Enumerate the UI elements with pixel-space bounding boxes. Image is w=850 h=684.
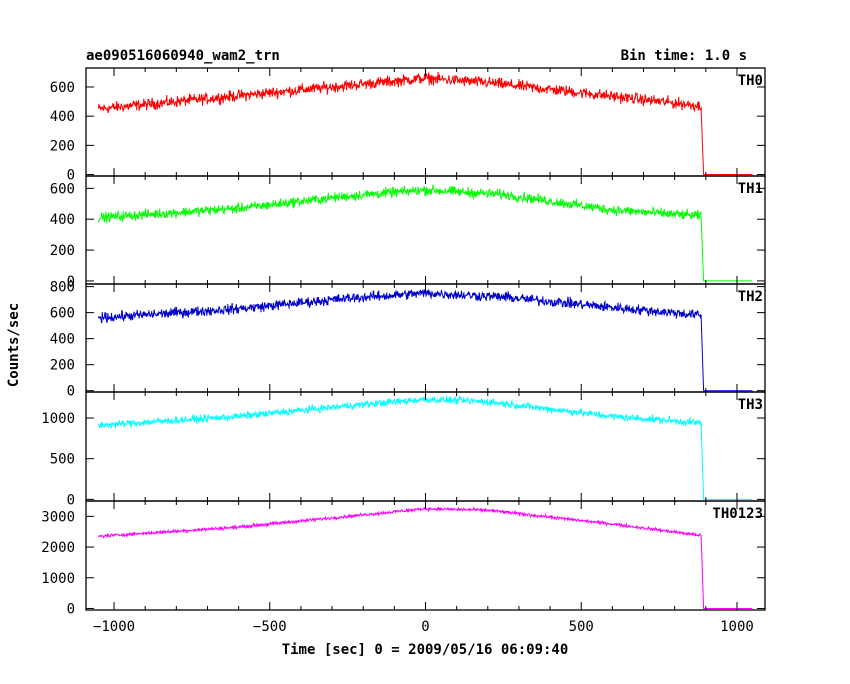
panel-th2: 0 200 400 600 800 TH2 xyxy=(50,280,766,400)
panel-th0123: 0 1000 2000 3000 TH0123 xyxy=(41,500,766,617)
y-tick-label: 0 xyxy=(67,492,75,508)
series-line-th2 xyxy=(98,288,753,392)
y-tick-label: 0 xyxy=(67,601,75,617)
y-tick-label: 400 xyxy=(50,212,75,228)
panels-group: 0 200 400 600 TH0 0 200 400 600 TH1 0 200 400 600 800 T… xyxy=(41,67,766,635)
y-tick-label: 800 xyxy=(50,280,75,296)
y-tick-label: 600 xyxy=(50,80,75,96)
panel-label: TH1 xyxy=(738,181,763,197)
panel-frame xyxy=(85,283,766,393)
y-tick-label: 200 xyxy=(50,138,75,154)
y-axis-label: Counts/sec xyxy=(6,303,22,387)
y-tick-label: 600 xyxy=(50,181,75,197)
y-tick-label: 0 xyxy=(67,274,75,290)
bin-time-label: Bin time: 1.0 s xyxy=(621,48,747,64)
x-axis-label: Time [sec] 0 = 2009/05/16 06:09:40 xyxy=(282,642,569,658)
panel-th0: 0 200 400 600 TH0 xyxy=(50,67,766,184)
x-tick-label: −1000 xyxy=(93,619,135,635)
x-tick-label: 500 xyxy=(569,619,594,635)
y-tick-label: 1000 xyxy=(41,571,75,587)
series-line-th3 xyxy=(98,395,753,500)
y-tick-label: 0 xyxy=(67,384,75,400)
panel-label: TH0123 xyxy=(712,506,763,522)
panel-th1: 0 200 400 600 TH1 xyxy=(50,175,766,290)
chart-title: ae090516060940_wam2_trn xyxy=(86,48,280,64)
y-tick-label: 2000 xyxy=(41,540,75,556)
y-tick-label: 1000 xyxy=(41,411,75,427)
y-tick-label: 3000 xyxy=(41,509,75,525)
panel-label: TH3 xyxy=(738,397,763,413)
x-tick-label: 1000 xyxy=(720,619,754,635)
x-tick-label: 0 xyxy=(421,619,429,635)
panel-label: TH0 xyxy=(738,73,763,89)
y-tick-label: 0 xyxy=(67,168,75,184)
series-line-th0123 xyxy=(98,505,753,609)
x-tick-label: −500 xyxy=(253,619,287,635)
series-line-th0 xyxy=(98,71,753,175)
panel-frame xyxy=(85,67,766,177)
series-line-th1 xyxy=(98,184,753,282)
y-tick-label: 500 xyxy=(50,452,75,468)
y-tick-label: 400 xyxy=(50,332,75,348)
panel-th3: 0 500 1000 TH3 xyxy=(41,391,766,508)
panel-frame xyxy=(85,391,766,502)
y-tick-label: 200 xyxy=(50,358,75,374)
panel-label: TH2 xyxy=(738,289,763,305)
y-tick-label: 600 xyxy=(50,306,75,322)
y-tick-label: 400 xyxy=(50,109,75,125)
panel-frame xyxy=(85,500,766,611)
y-tick-label: 200 xyxy=(50,243,75,259)
